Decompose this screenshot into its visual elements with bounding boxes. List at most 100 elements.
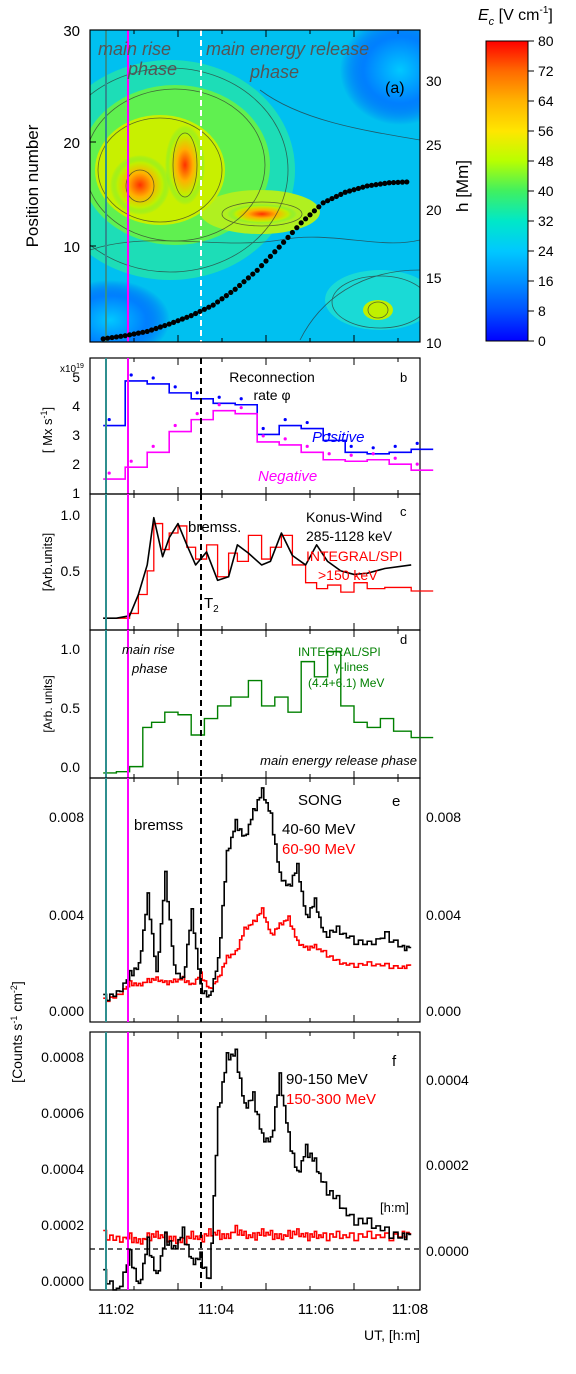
colorbar-tick-label: 32 (538, 213, 554, 229)
panel-b-plot (103, 373, 434, 480)
height-dot (281, 239, 287, 245)
series-90-150 (103, 1048, 412, 1291)
legend-konus: Konus-Wind (306, 509, 382, 525)
height-dot (329, 195, 335, 202)
ytick-f: 0.0002 (41, 1217, 84, 1233)
panel-b-title-2: rate φ (253, 387, 290, 403)
phase-left-2: phase (127, 59, 177, 79)
height-dot (184, 314, 190, 320)
height-dot (325, 198, 331, 204)
panel-b: x1019 5 4 3 2 1 [ Mx s-1] Reconnection r… (39, 357, 434, 501)
legend-90-150: 90-150 MeV (286, 1071, 368, 1088)
height-dot (215, 299, 221, 305)
counts-ylabel: [Counts s-1 cm-2] (9, 981, 25, 1083)
height-dot (263, 258, 269, 264)
ytick-e: 0.000 (49, 1003, 84, 1019)
height-dot (404, 179, 410, 185)
panel-f-plot (103, 1048, 412, 1291)
time-axis: 11:02 11:04 11:06 11:08 UT, [h:m] (98, 1301, 428, 1343)
error-mark (107, 417, 111, 422)
y2tick-f: 0.0004 (426, 1072, 469, 1088)
height-dot (399, 179, 405, 185)
height-dot (347, 188, 353, 194)
panel-b-title-1: Reconnection (229, 369, 315, 385)
y2tick-a: 10 (426, 335, 442, 351)
height-dot (175, 318, 181, 324)
height-dot (386, 180, 392, 186)
height-dot (276, 244, 282, 250)
annot-T2: T2 (204, 595, 219, 615)
panel-a-y2label: h [Mm] (453, 160, 472, 212)
height-dot (311, 208, 317, 214)
height-dot (267, 253, 273, 259)
xtick-marks (89, 30, 399, 1290)
height-dot (166, 321, 172, 327)
instrument-label: SONG (298, 792, 342, 809)
error-mark (371, 446, 375, 450)
legend-integral: INTEGRAL/SPI (306, 548, 402, 564)
colorbar-tick-label: 8 (538, 303, 546, 319)
heatmap-peak (227, 204, 297, 224)
colorbar-tick-label: 64 (538, 93, 554, 109)
height-dot (254, 267, 260, 273)
heatmap-contours (90, 67, 420, 341)
annot-bremss: bremss. (188, 519, 241, 536)
ytick-a: 10 (63, 239, 80, 256)
height-dot (391, 179, 397, 186)
legend-gamma-3: (4.4+6.1) MeV (308, 676, 384, 690)
height-dot (131, 331, 137, 337)
error-mark (349, 453, 353, 457)
ytick-b: 2 (72, 456, 80, 472)
series-gamma (103, 650, 434, 774)
height-dot (272, 249, 278, 255)
height-dot (307, 212, 313, 218)
colorbar-gradient (485, 40, 529, 342)
height-dot (105, 335, 111, 341)
error-mark (151, 376, 155, 380)
height-dot (241, 279, 247, 285)
colorbar-title: Ec [V cm-1] (478, 5, 553, 28)
error-mark (371, 452, 375, 456)
error-mark (239, 397, 243, 401)
phase-left-1: main rise (98, 39, 171, 59)
height-dot (303, 216, 309, 222)
error-mark (173, 385, 177, 389)
error-mark (283, 417, 287, 422)
panel-e: 0.008 0.004 0.000 0.008 0.004 0.000 brem… (49, 777, 461, 1023)
ytick-d: 0.0 (61, 759, 81, 775)
panel-b-label: b (400, 370, 407, 385)
legend-60-90: 60-90 MeV (282, 841, 355, 858)
panel-d: 1.0 0.5 0.0 [Arb. units] main rise phase… (41, 629, 434, 779)
height-dot (333, 193, 339, 200)
colorbar-tick-label: 16 (538, 273, 554, 289)
error-mark (129, 373, 133, 377)
y2tick-a: 15 (426, 270, 442, 286)
error-mark (195, 391, 199, 395)
legend-konus-range: 285-1128 keV (306, 528, 393, 544)
height-dot (140, 329, 146, 335)
error-mark (217, 395, 221, 399)
panel-f-frame (89, 1031, 421, 1291)
height-dot (298, 220, 304, 226)
legend-integral-range: >150 keV (318, 567, 378, 583)
error-mark (239, 406, 243, 410)
panel-c-plot (103, 516, 434, 619)
heatmap-peak (363, 300, 393, 320)
series-negative (103, 409, 434, 480)
height-dot (395, 179, 401, 185)
phase-rise-2: phase (131, 661, 167, 676)
panel-d-plot (103, 650, 434, 774)
height-dot (338, 191, 344, 197)
legend-150-300: 150-300 MeV (286, 1091, 376, 1108)
height-dot (285, 234, 291, 240)
x-axis-label: UT, [h:m] (364, 1327, 420, 1343)
error-mark (305, 420, 309, 425)
height-dot (382, 180, 388, 186)
ytick-a: 20 (63, 135, 80, 152)
series-150-300 (103, 1224, 412, 1246)
height-dot (188, 313, 194, 319)
error-mark (261, 434, 265, 438)
colorbar-tick-label: 40 (538, 183, 554, 199)
series-konus (103, 516, 412, 619)
